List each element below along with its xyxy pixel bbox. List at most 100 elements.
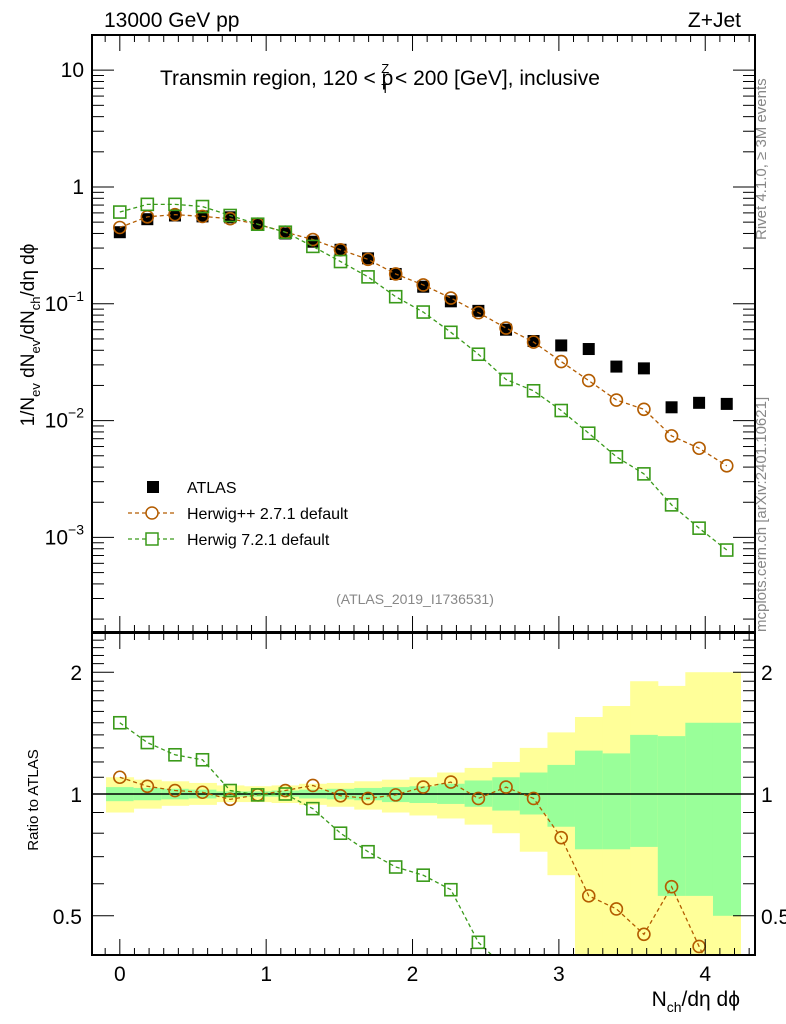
herwig7-point	[581, 426, 596, 441]
herwigpp-point	[416, 278, 431, 292]
herwig7-point	[692, 521, 706, 535]
herwig7-point	[113, 205, 127, 219]
stat-uncertainty-band	[685, 722, 714, 896]
herwigpp-point	[113, 220, 127, 235]
stat-uncertainty-band	[657, 736, 686, 896]
herwigpp-point	[526, 335, 541, 349]
herwigpp-ratio-point	[499, 780, 513, 794]
legend-marker-herwig7	[145, 532, 159, 546]
herwigpp-point	[609, 393, 624, 407]
ratio-series-line	[119, 776, 704, 955]
herwig7-point	[719, 543, 734, 557]
herwig7-point	[416, 305, 431, 319]
title-post: < 200 [GeV], inclusive	[389, 67, 600, 90]
herwigpp-point	[306, 232, 320, 247]
herwigpp-ratio-point	[361, 791, 375, 806]
herwig7-ratio-point	[140, 735, 155, 750]
herwig7-ratio-point	[444, 882, 458, 897]
herwigpp-point	[554, 354, 569, 369]
herwig7-point	[664, 498, 679, 512]
x-tick-label: 0	[114, 963, 126, 986]
ratio-y-axis-label: Ratio to ATLAS	[25, 749, 42, 850]
legend-label-herwigpp: Herwig++ 2.7.1 default	[187, 506, 349, 523]
herwig7-ratio-point	[361, 844, 375, 859]
herwig7-point	[526, 383, 541, 398]
herwig7-ratio-point	[113, 715, 127, 730]
herwig7-point	[361, 270, 375, 284]
ratio-bands	[92, 672, 755, 955]
herwigpp-ratio-point	[554, 830, 569, 845]
header-left-label: 13000 GeV pp	[104, 9, 239, 32]
herwigpp-point	[168, 207, 182, 222]
title-pre: Transmin region, 120 < p	[160, 67, 393, 90]
herwigpp-ratio-point	[140, 779, 155, 794]
herwigpp-point	[444, 291, 458, 305]
ratio-y-tick-label-left: 2	[70, 662, 82, 685]
herwig7-ratio-point	[250, 788, 265, 802]
herwig7-point	[278, 225, 293, 240]
ratio-series-group	[113, 715, 706, 975]
stat-uncertainty-band	[547, 764, 576, 827]
ratio-y-tick-label-right: 2	[761, 662, 773, 685]
mcplots-label: mcplots.cern.ch [arXiv:2401.10621]	[753, 397, 770, 632]
herwig7-ratio-point	[223, 783, 237, 798]
ratio-series-layer	[113, 715, 706, 975]
herwig7-ratio-point	[388, 860, 403, 874]
herwigpp-point	[361, 252, 375, 267]
stat-uncertainty-band	[630, 734, 659, 847]
herwigpp-point	[664, 429, 679, 443]
title-sub: T	[381, 81, 389, 96]
atlas-data-point	[113, 226, 126, 239]
plot-title: Transmin region, 120 < pZ T < 200 [GeV], …	[160, 61, 600, 96]
ratio-y-tick-label-right: 1	[761, 784, 773, 807]
title-sup: Z	[381, 61, 389, 76]
main-series-layer	[113, 197, 734, 557]
herwigpp-ratio-point	[609, 902, 624, 916]
x-tick-label: 4	[699, 963, 711, 986]
main-y-tick-label: 10−1	[45, 288, 85, 316]
herwig7-ratio-point	[333, 826, 348, 841]
herwig7-ratio-point	[278, 787, 293, 801]
herwig7-ratio-point	[195, 752, 210, 767]
herwigpp-ratio-point	[416, 780, 431, 794]
analysis-id-watermark: (ATLAS_2019_I1736531)	[336, 591, 494, 607]
herwig7-point	[444, 325, 458, 340]
herwig7-point	[499, 372, 513, 387]
herwigpp-ratio-point	[168, 783, 182, 798]
herwigpp-ratio-point	[195, 785, 210, 800]
main-series-line	[119, 203, 728, 551]
herwig7-point	[554, 403, 569, 418]
ratio-y-tick-label-left: 1	[70, 784, 82, 807]
herwigpp-ratio-point	[581, 889, 596, 903]
stat-uncertainty-band	[574, 750, 604, 850]
herwig7-ratio-point	[528, 963, 540, 975]
herwigpp-point	[195, 209, 210, 224]
herwigpp-ratio-point	[444, 775, 458, 789]
stat-uncertainty-band	[602, 753, 631, 850]
herwigpp-ratio-point	[471, 791, 486, 806]
atlas-data-point	[582, 343, 595, 356]
main-series-line	[119, 213, 728, 467]
atlas-data-point	[637, 362, 650, 375]
legend-label-herwig7: Herwig 7.2.1 default	[187, 532, 330, 549]
atlas-data-point	[720, 397, 733, 410]
x-axis-label: Nch/dη dϕ	[652, 988, 740, 1015]
herwigpp-point	[719, 459, 734, 473]
tick-exponent: −2	[68, 405, 84, 421]
atlas-data-point	[610, 360, 623, 373]
herwigpp-ratio-point	[306, 778, 320, 793]
herwig7-point	[609, 449, 624, 464]
legend-marker-atlas	[147, 481, 159, 493]
herwig7-point	[333, 254, 348, 269]
herwig7-point	[140, 197, 155, 212]
herwigpp-ratio-point	[113, 770, 127, 785]
herwigpp-ratio-point	[664, 879, 679, 894]
legend: ATLAS Herwig++ 2.7.1 default Herwig 7.2.…	[128, 480, 349, 549]
ratio-y-tick-label-left: 0.5	[53, 906, 82, 929]
tick-exponent: −3	[68, 521, 84, 537]
herwig7-ratio-point	[416, 868, 431, 882]
herwigpp-point	[471, 305, 486, 320]
herwigpp-ratio-point	[637, 927, 651, 942]
herwigpp-point	[581, 373, 596, 388]
atlas-data-point	[693, 396, 706, 409]
